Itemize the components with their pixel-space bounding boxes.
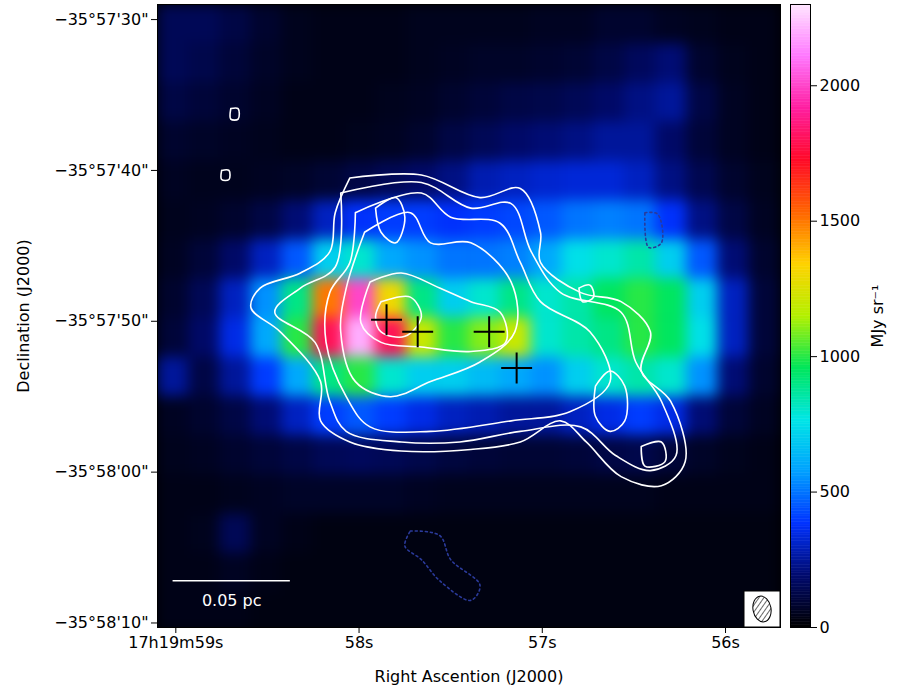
svg-text:58s: 58s xyxy=(345,633,374,652)
svg-text:0.05 pc: 0.05 pc xyxy=(202,591,262,610)
svg-text:1500: 1500 xyxy=(820,211,861,230)
svg-text:17h19m59s: 17h19m59s xyxy=(128,633,223,652)
svg-text:MJy sr⁻¹: MJy sr⁻¹ xyxy=(868,285,887,348)
svg-text:−35°57'50": −35°57'50" xyxy=(54,311,148,330)
svg-text:500: 500 xyxy=(820,482,851,501)
svg-text:−35°57'40": −35°57'40" xyxy=(54,161,148,180)
svg-text:2000: 2000 xyxy=(820,76,861,95)
svg-text:Declination (J2000): Declination (J2000) xyxy=(14,239,33,392)
svg-text:0: 0 xyxy=(820,618,830,637)
svg-text:−35°57'30": −35°57'30" xyxy=(54,10,148,29)
svg-text:−35°58'00": −35°58'00" xyxy=(54,462,148,481)
svg-text:1000: 1000 xyxy=(820,347,861,366)
svg-text:56s: 56s xyxy=(711,633,740,652)
svg-text:57s: 57s xyxy=(528,633,557,652)
svg-text:Right Ascention (J2000): Right Ascention (J2000) xyxy=(375,667,564,686)
svg-text:−35°58'10": −35°58'10" xyxy=(54,613,148,632)
